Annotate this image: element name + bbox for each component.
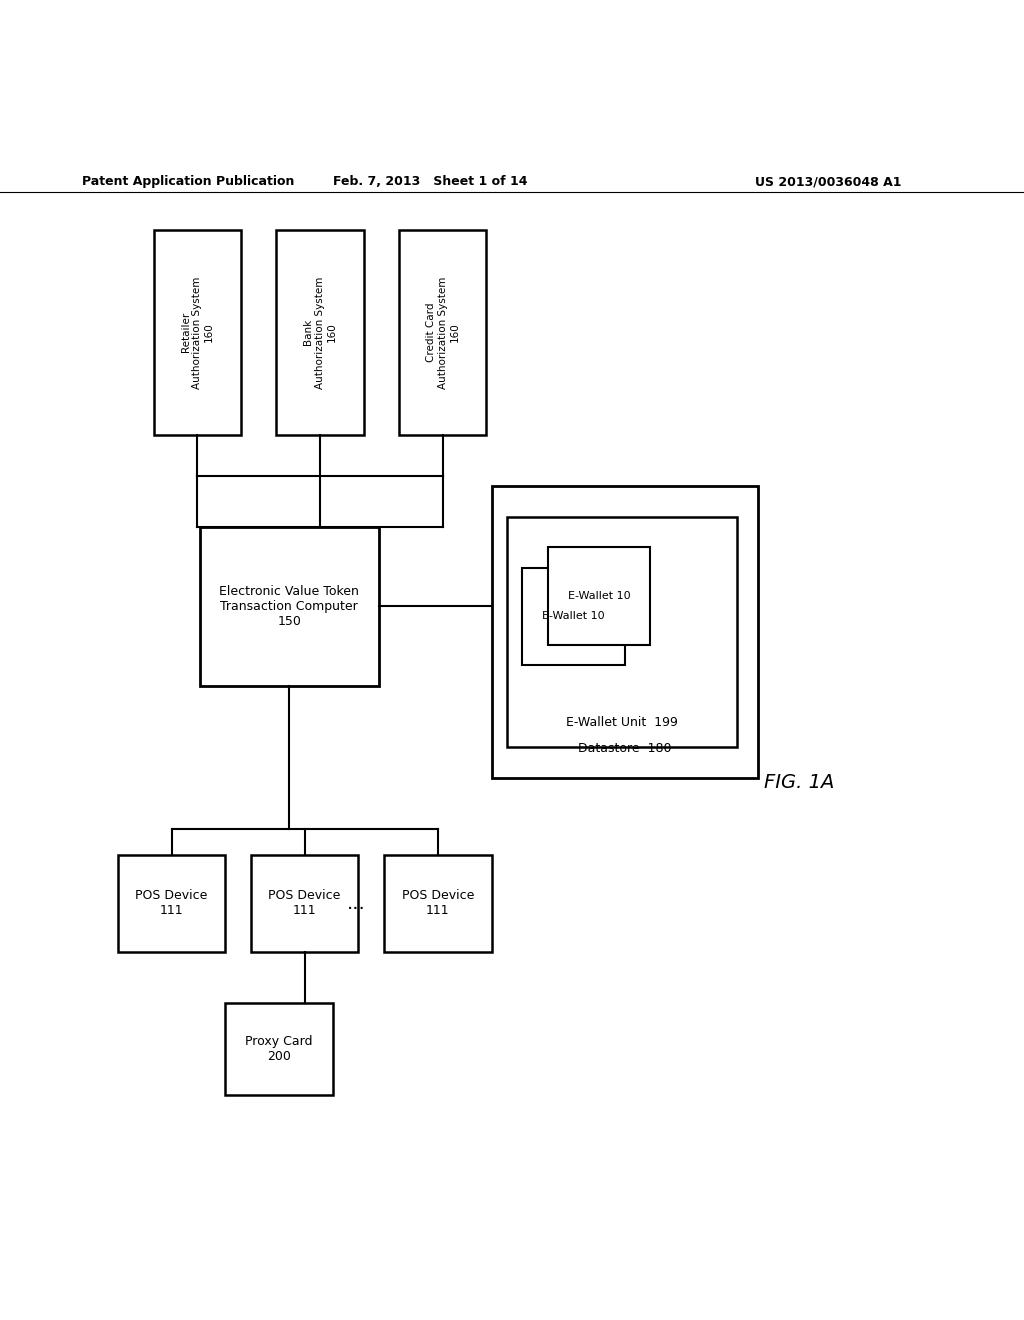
Text: POS Device
111: POS Device 111 xyxy=(401,890,474,917)
Text: Retailer
Authorization System
160: Retailer Authorization System 160 xyxy=(180,276,214,388)
Text: E-Wallet Unit  199: E-Wallet Unit 199 xyxy=(566,715,678,729)
FancyBboxPatch shape xyxy=(200,527,379,685)
Text: US 2013/0036048 A1: US 2013/0036048 A1 xyxy=(755,176,901,189)
FancyBboxPatch shape xyxy=(118,854,225,952)
Text: Datastore  180: Datastore 180 xyxy=(578,742,672,755)
FancyBboxPatch shape xyxy=(276,230,364,434)
Text: Electronic Value Token
Transaction Computer
150: Electronic Value Token Transaction Compu… xyxy=(219,585,359,628)
Text: Patent Application Publication: Patent Application Publication xyxy=(82,176,294,189)
Text: Bank
Authorization System
160: Bank Authorization System 160 xyxy=(303,276,337,388)
FancyBboxPatch shape xyxy=(548,548,650,644)
FancyBboxPatch shape xyxy=(225,1003,333,1096)
Text: Proxy Card
200: Proxy Card 200 xyxy=(246,1035,312,1063)
Text: POS Device
111: POS Device 111 xyxy=(268,890,341,917)
FancyBboxPatch shape xyxy=(492,486,758,777)
Text: E-Wallet 10: E-Wallet 10 xyxy=(542,611,605,622)
Text: Feb. 7, 2013   Sheet 1 of 14: Feb. 7, 2013 Sheet 1 of 14 xyxy=(333,176,527,189)
Text: E-Wallet 10: E-Wallet 10 xyxy=(567,591,631,601)
FancyBboxPatch shape xyxy=(384,854,492,952)
FancyBboxPatch shape xyxy=(522,568,625,665)
FancyBboxPatch shape xyxy=(154,230,241,434)
FancyBboxPatch shape xyxy=(399,230,486,434)
FancyBboxPatch shape xyxy=(507,516,737,747)
Text: ...: ... xyxy=(347,894,366,912)
Text: Credit Card
Authorization System
160: Credit Card Authorization System 160 xyxy=(426,276,460,388)
Text: FIG. 1A: FIG. 1A xyxy=(764,774,834,792)
FancyBboxPatch shape xyxy=(251,854,358,952)
Text: POS Device
111: POS Device 111 xyxy=(135,890,208,917)
